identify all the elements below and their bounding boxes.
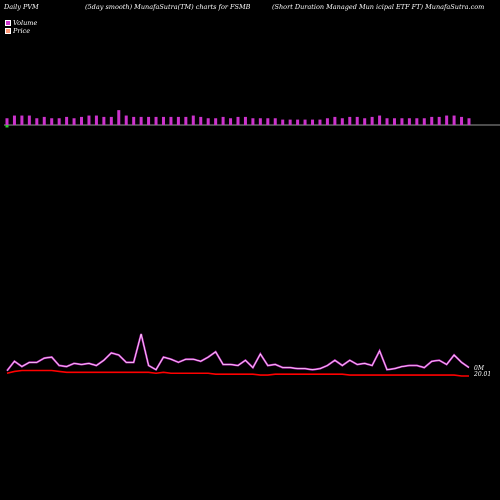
legend-volume-swatch	[5, 20, 11, 26]
volume-bar	[273, 118, 277, 125]
volume-bar	[191, 115, 195, 125]
volume-bar	[370, 116, 374, 125]
volume-bar-marker	[5, 125, 9, 128]
volume-bar	[161, 116, 165, 125]
volume-bar	[229, 118, 233, 125]
volume-bar	[206, 118, 210, 125]
volume-bar	[266, 118, 270, 125]
volume-bar	[147, 116, 151, 125]
legend-price-swatch	[5, 28, 11, 34]
volume-bar	[169, 116, 173, 125]
volume-bar	[184, 116, 188, 125]
volume-bar	[452, 115, 456, 125]
volume-bar	[50, 118, 54, 125]
volume-bar	[176, 116, 180, 125]
price-line	[6, 369, 469, 377]
volume-bar	[154, 116, 158, 125]
legend-price: Price	[5, 27, 30, 35]
volume-bar	[35, 118, 39, 125]
volume-bar	[12, 115, 16, 125]
volume-bar	[363, 118, 367, 125]
chart-subtitle: (Short Duration Managed Mun icipal ETF F…	[272, 3, 485, 11]
volume-bar	[221, 116, 225, 125]
volume-bar	[311, 119, 315, 125]
volume-bar	[132, 116, 136, 125]
legend-volume-label: Volume	[13, 19, 38, 27]
volume-bar	[445, 115, 449, 125]
volume-bar	[422, 118, 426, 125]
volume-bar	[325, 118, 329, 125]
volume-bar	[467, 118, 471, 125]
volume-bar	[385, 118, 389, 125]
volume-bar	[258, 118, 262, 125]
price-label-top: 0M	[474, 365, 485, 372]
volume-bar	[415, 118, 419, 125]
volume-bar	[400, 118, 404, 125]
volume-bar	[236, 116, 240, 125]
volume-bar	[199, 116, 203, 125]
volume-bar	[243, 116, 247, 125]
volume-bar	[437, 116, 441, 125]
volume-bar	[94, 115, 98, 125]
volume-bar	[378, 115, 382, 125]
volume-bar	[80, 116, 84, 125]
volume-bars	[5, 110, 471, 128]
volume-bar	[109, 116, 113, 125]
volume-bar	[65, 116, 69, 125]
volume-bar	[281, 119, 285, 125]
volume-bar	[20, 115, 24, 125]
chart-title: (5day smooth) MunafaSutra(TM) charts for…	[85, 3, 251, 11]
price-label-bottom: 20.01	[473, 371, 491, 378]
volume-bar	[303, 119, 307, 125]
volume-line-inner	[6, 333, 470, 371]
volume-bar	[340, 118, 344, 125]
volume-bar	[102, 116, 106, 125]
volume-bar	[251, 118, 255, 125]
volume-bar	[27, 115, 31, 125]
volume-bar	[333, 116, 337, 125]
legend-price-label: Price	[13, 27, 31, 35]
volume-bar	[5, 118, 9, 125]
volume-bar	[430, 116, 434, 125]
volume-bar	[214, 118, 218, 125]
volume-bar	[72, 118, 76, 125]
volume-bar	[139, 116, 143, 125]
volume-bar	[42, 116, 46, 125]
volume-bar	[355, 116, 359, 125]
volume-bar	[87, 115, 91, 125]
legend-volume: Volume	[5, 19, 37, 27]
volume-bar	[348, 116, 352, 125]
volume-bar	[296, 119, 300, 125]
volume-bar	[407, 118, 411, 125]
volume-bar	[392, 118, 396, 125]
volume-bar	[57, 118, 61, 125]
volume-bar	[318, 119, 322, 125]
volume-bar	[288, 119, 292, 125]
volume-bar	[117, 110, 121, 125]
volume-bar	[460, 116, 464, 125]
volume-bar	[124, 115, 128, 125]
chart-label-left: Daily PVM	[4, 3, 39, 11]
